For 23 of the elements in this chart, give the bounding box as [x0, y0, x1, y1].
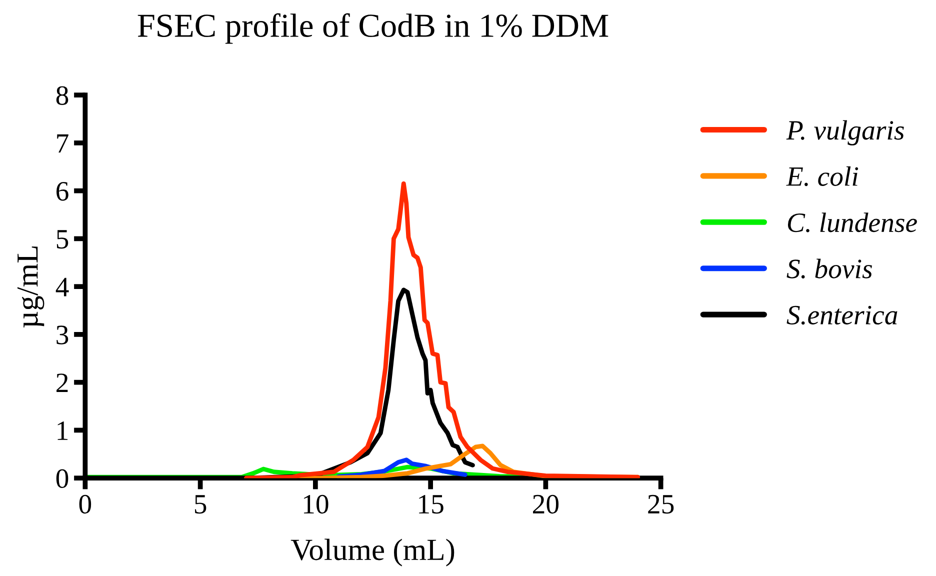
legend-label: S. bovis [786, 258, 872, 278]
x-tick-label: 20 [533, 494, 559, 514]
x-tick-label: 25 [648, 494, 674, 514]
y-tick-label: 8 [56, 86, 68, 105]
legend-label: E. coli [786, 166, 858, 186]
y-tick-label: 6 [56, 182, 68, 201]
chart-title: FSEC profile of CodB in 1% DDM [138, 13, 608, 44]
x-tick-label: 0 [79, 494, 92, 514]
legend-label: C. lundense [788, 212, 917, 232]
y-tick-label: 7 [57, 134, 68, 153]
legend-label: P. vulgaris [786, 120, 904, 146]
y-tick-label: 4 [56, 278, 69, 296]
y-tick-label: 3 [56, 326, 68, 344]
y-tick-label: 0 [56, 469, 68, 488]
y-tick-label: 5 [56, 230, 68, 249]
y-axis-title: µg/mL [17, 246, 44, 328]
x-tick-label: 10 [304, 494, 328, 514]
y-tick-label: 1 [58, 422, 68, 440]
x-axis-title: Volume (mL) [290, 538, 454, 566]
y-tick-label: 2 [56, 374, 68, 392]
legend-label: S.enterica [786, 306, 898, 325]
x-tick-label: 5 [194, 495, 206, 514]
x-tick-label: 15 [419, 494, 444, 514]
